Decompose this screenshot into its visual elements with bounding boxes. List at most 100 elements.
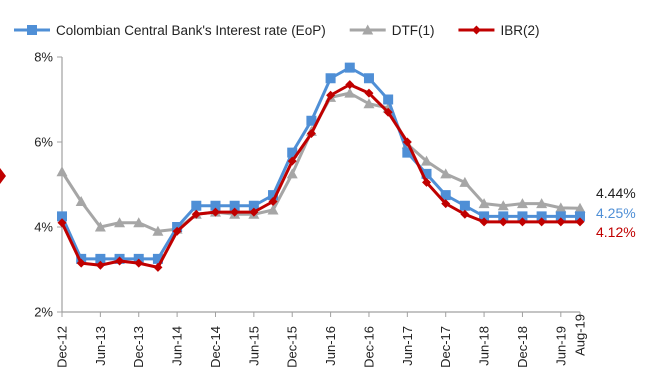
- data-point: [516, 198, 528, 209]
- data-point: [152, 253, 163, 264]
- data-point: [460, 209, 470, 219]
- data-point: [402, 147, 413, 158]
- data-point: [537, 217, 547, 227]
- data-point: [115, 256, 125, 266]
- legend-label: Colombian Central Bank's Interest rate (…: [56, 23, 326, 38]
- data-point: [133, 217, 145, 228]
- x-tick-label: Jun-19: [553, 326, 568, 366]
- legend-item: Colombian Central Bank's Interest rate (…: [14, 23, 326, 38]
- data-point: [556, 217, 566, 227]
- data-point: [134, 258, 144, 268]
- series-line: [60, 66, 580, 261]
- x-tick-label: Jun-15: [246, 326, 261, 366]
- data-point: [479, 211, 490, 222]
- data-point: [497, 200, 509, 211]
- data-point: [191, 209, 201, 219]
- data-point: [57, 211, 67, 222]
- data-point: [268, 190, 279, 201]
- data-point: [574, 202, 586, 213]
- x-tick-label: Aug-19: [573, 314, 588, 356]
- legend-item: IBR(2): [458, 23, 539, 38]
- data-point: [345, 80, 355, 90]
- data-point: [287, 156, 297, 166]
- chart-axes: 2% 4% 6% 8% Dec-12 Jun-13 Dec-13 Jun-14 Dec-14 Ju…: [34, 50, 587, 368]
- data-point: [229, 200, 240, 211]
- end-labels: 4.44% 4.25% 4.12%: [596, 185, 636, 240]
- data-point: [172, 226, 182, 236]
- data-point: [441, 199, 451, 209]
- data-point: [210, 207, 220, 217]
- left-edge-marker: [0, 168, 6, 184]
- data-point: [383, 107, 393, 117]
- data-point: [498, 211, 509, 222]
- legend-item: DTF(1): [349, 23, 435, 38]
- data-point: [344, 87, 356, 98]
- data-point: [95, 260, 105, 270]
- data-point: [517, 217, 527, 227]
- end-value-label: 4.25%: [596, 205, 636, 221]
- data-point: [114, 217, 126, 228]
- data-point: [191, 200, 202, 211]
- data-point: [575, 217, 585, 227]
- series-line: [60, 83, 580, 269]
- y-tick-label: 8%: [34, 50, 53, 65]
- x-tick-label: Dec-16: [361, 326, 376, 368]
- data-point: [459, 200, 470, 211]
- data-point: [326, 90, 336, 100]
- x-tick-label: Dec-12: [55, 326, 70, 368]
- end-value-label: 4.12%: [596, 224, 636, 240]
- data-point: [249, 207, 259, 217]
- data-point: [479, 217, 489, 227]
- data-point: [75, 196, 87, 206]
- data-point: [555, 202, 567, 213]
- chart-legend: Colombian Central Bank's Interest rate (…: [14, 23, 539, 38]
- data-point: [536, 211, 547, 222]
- legend-label: DTF(1): [392, 23, 435, 38]
- data-point: [362, 24, 374, 35]
- data-point: [152, 225, 164, 236]
- data-point: [575, 211, 585, 222]
- data-point: [230, 207, 240, 217]
- data-point: [555, 211, 566, 222]
- data-point: [421, 168, 432, 179]
- data-point: [76, 258, 86, 268]
- data-point: [56, 166, 68, 177]
- x-tick-label: Dec-14: [208, 326, 223, 368]
- data-point: [57, 218, 67, 228]
- data-point: [27, 25, 37, 35]
- y-tick-label: 6%: [34, 135, 53, 150]
- end-value-label: 4.44%: [596, 185, 636, 201]
- x-tick-label: Dec-18: [515, 326, 530, 368]
- x-tick-label: Dec-15: [285, 326, 300, 368]
- x-tick-label: Jun-14: [170, 326, 185, 366]
- data-point: [287, 147, 298, 158]
- data-point: [402, 137, 412, 147]
- data-point: [422, 177, 432, 187]
- series-square: [57, 62, 585, 264]
- data-point: [383, 94, 394, 105]
- data-point: [517, 211, 528, 222]
- data-point: [364, 88, 374, 98]
- x-tick-label: Jun-13: [93, 326, 108, 366]
- data-point: [306, 115, 317, 126]
- series-layer: [56, 62, 586, 272]
- data-point: [95, 253, 106, 264]
- data-point: [363, 73, 374, 84]
- data-point: [268, 197, 278, 206]
- data-point: [471, 25, 481, 35]
- data-point: [363, 98, 375, 109]
- x-tick-label: Jun-16: [323, 326, 338, 366]
- data-point: [498, 217, 508, 227]
- data-point: [286, 168, 298, 179]
- data-point: [440, 190, 451, 201]
- data-point: [94, 221, 106, 232]
- data-point: [536, 198, 548, 209]
- x-tick-label: Dec-13: [131, 326, 146, 368]
- y-tick-label: 2%: [34, 305, 53, 320]
- data-point: [248, 200, 259, 211]
- y-tick-label: 4%: [34, 220, 53, 235]
- series-diamond: [57, 80, 585, 272]
- data-point: [440, 168, 452, 179]
- legend-label: IBR(2): [500, 23, 539, 38]
